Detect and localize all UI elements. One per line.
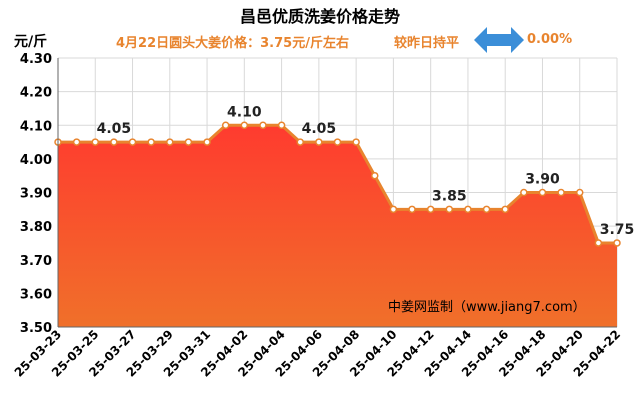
data-label: 4.05 (97, 121, 132, 137)
y-tick-label: 3.80 (20, 220, 52, 235)
y-tick-label: 3.90 (20, 187, 52, 202)
data-point (557, 188, 565, 197)
y-axis-unit: 元/斤 (14, 34, 48, 50)
y-tick-label: 4.10 (20, 119, 52, 134)
data-label: 3.75 (600, 222, 635, 238)
chart-title: 昌邑优质洗姜价格走势 (239, 7, 400, 26)
double-arrow-icon (474, 27, 524, 53)
data-label: 3.90 (525, 172, 560, 188)
data-point (147, 138, 155, 146)
y-tick-label: 3.70 (20, 254, 52, 269)
area-fill-path (58, 125, 617, 327)
x-axis-ticks: 25-03-2325-03-2525-03-2725-03-2925-03-31… (12, 327, 623, 379)
data-point (240, 121, 249, 129)
change-percent: 0.00% (527, 32, 573, 47)
y-tick-label: 4.30 (20, 52, 52, 67)
data-point (445, 205, 454, 214)
data-label: 4.10 (227, 104, 262, 120)
price-summary: 4月22日圆头大姜价格：3.75元/斤左右 (116, 36, 349, 51)
y-tick-label: 3.50 (20, 321, 52, 336)
y-tick-label: 3.60 (20, 287, 52, 302)
data-point (315, 138, 323, 146)
data-point (352, 138, 360, 146)
data-point (221, 121, 230, 129)
change-label: 较昨日持平 (394, 36, 460, 51)
data-point (426, 205, 435, 214)
data-labels: 4.05 4.10 4.05 3.85 3.90 3.75 (97, 104, 635, 238)
data-point (110, 138, 118, 146)
axes (57, 58, 617, 328)
data-point (277, 121, 286, 129)
data-point (613, 239, 621, 247)
data-point (203, 138, 211, 146)
data-point (296, 138, 304, 146)
data-point (72, 138, 81, 146)
data-point (538, 188, 547, 197)
data-point (259, 121, 267, 129)
area-fill (58, 125, 617, 327)
data-point (575, 188, 584, 197)
data-point (594, 239, 603, 247)
data-label: 3.85 (432, 188, 467, 204)
data-point (166, 138, 174, 146)
data-point (389, 205, 398, 214)
data-point (371, 171, 379, 180)
data-point (408, 205, 416, 214)
data-point (333, 138, 342, 146)
y-tick-label: 4.00 (20, 153, 52, 168)
y-axis-ticks: 3.50 3.60 3.70 3.80 3.90 4.00 4.10 4.20 4.30 (20, 52, 52, 336)
data-points (54, 121, 621, 247)
data-point (520, 188, 528, 197)
data-point (91, 138, 100, 146)
data-point (464, 205, 472, 214)
data-point (184, 138, 193, 146)
data-point (128, 138, 137, 146)
y-tick-label: 4.20 (20, 86, 52, 101)
data-point (482, 205, 491, 214)
data-point (501, 205, 509, 214)
watermark: 中姜网监制（www.jiang7.com） (388, 300, 586, 315)
data-label: 4.05 (302, 121, 337, 137)
